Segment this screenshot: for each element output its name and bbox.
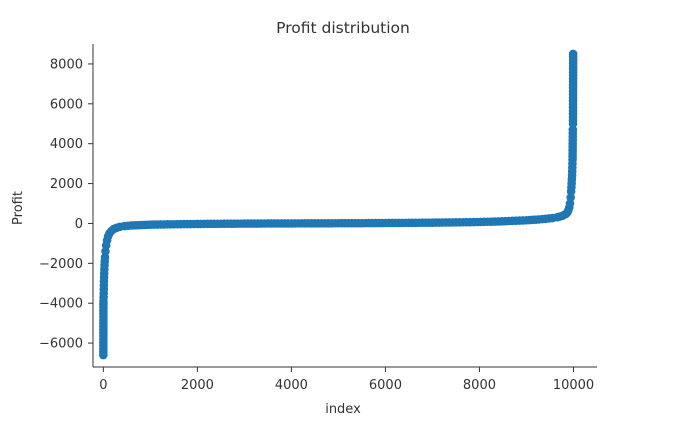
x-tick-label: 0 <box>99 378 107 393</box>
y-axis-ticks: −6000 −4000 −2000 0 2000 4000 6000 8000 <box>39 57 93 352</box>
y-tick-label: 8000 <box>50 57 83 72</box>
x-tick-label: 2000 <box>181 378 214 393</box>
x-tick-label: 4000 <box>275 378 308 393</box>
data-point <box>568 125 578 135</box>
y-tick-label: −2000 <box>39 257 83 272</box>
chart-title: Profit distribution <box>276 19 410 37</box>
y-tick-label: 6000 <box>50 97 83 112</box>
x-tick-label: 6000 <box>369 378 402 393</box>
y-tick-label: 0 <box>75 217 83 232</box>
y-tick-label: −4000 <box>39 297 83 312</box>
x-tick-label: 8000 <box>463 378 496 393</box>
y-tick-label: −6000 <box>39 337 83 352</box>
data-points <box>99 49 578 360</box>
x-tick-label: 10000 <box>553 378 594 393</box>
x-axis-ticks: 0 2000 4000 6000 8000 10000 <box>99 367 594 393</box>
data-point <box>568 49 578 59</box>
y-axis-title: Profit <box>11 191 26 225</box>
y-tick-label: 2000 <box>50 177 83 192</box>
y-tick-label: 4000 <box>50 137 83 152</box>
x-axis-title: index <box>325 402 361 417</box>
